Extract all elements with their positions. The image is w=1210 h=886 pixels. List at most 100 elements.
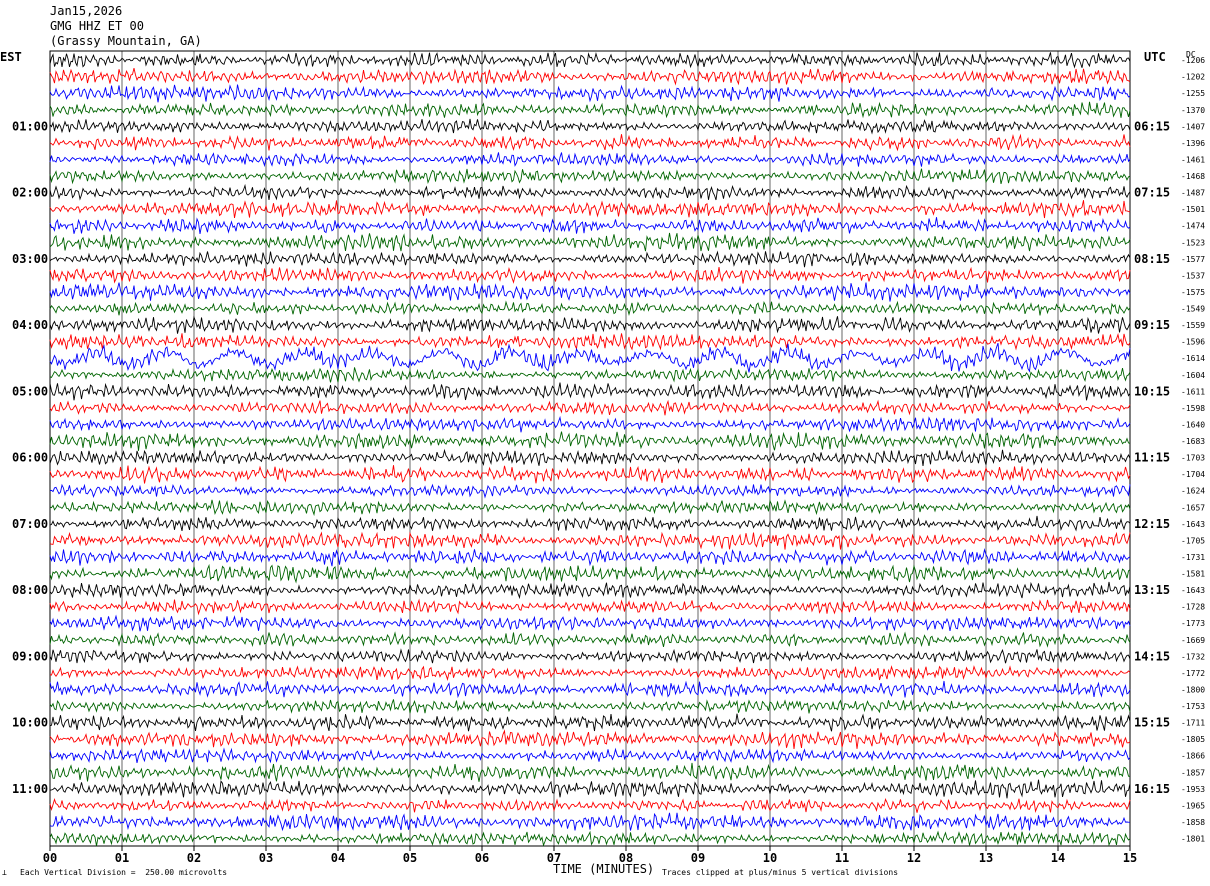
dc-offset-label: -1614 <box>1181 354 1205 363</box>
plot-frame <box>49 50 1131 847</box>
seismic-trace <box>49 797 1131 814</box>
dc-offset-label: -1965 <box>1181 801 1205 810</box>
seismic-trace <box>49 200 1131 219</box>
dc-offset-label: -1732 <box>1181 652 1205 661</box>
seismic-trace <box>49 118 1131 135</box>
seismic-trace <box>49 367 1131 383</box>
x-tick-label: 04 <box>331 851 345 865</box>
seismic-trace <box>49 680 1131 699</box>
est-hour-label: 10:00 <box>12 716 48 730</box>
x-tick-label: 00 <box>43 851 57 865</box>
dc-offset-label: -1728 <box>1181 603 1205 612</box>
date-label: Jan15,2026 <box>50 4 123 18</box>
seismic-trace <box>49 499 1131 517</box>
seismic-trace <box>49 282 1131 302</box>
dc-offset-label: -1711 <box>1181 719 1205 728</box>
seismic-trace <box>49 151 1131 168</box>
seismic-trace <box>49 399 1131 416</box>
dc-offset-label: -1731 <box>1181 553 1205 562</box>
seismic-trace <box>49 713 1131 732</box>
seismic-trace <box>49 382 1131 401</box>
seismic-trace <box>49 232 1131 252</box>
dc-offset-label: -1640 <box>1181 420 1205 429</box>
seismic-trace <box>49 415 1131 433</box>
dc-offset-label: -1805 <box>1181 735 1205 744</box>
seismic-trace <box>49 315 1131 334</box>
seismic-trace <box>49 84 1131 103</box>
x-tick-label: 13 <box>979 851 993 865</box>
station-label: GMG HHZ ET 00 <box>50 19 144 33</box>
est-hour-label: 06:00 <box>12 451 48 465</box>
seismic-trace <box>49 548 1131 567</box>
dc-offset-label: -1657 <box>1181 503 1205 512</box>
dc-offset-label: -1953 <box>1181 785 1205 794</box>
seismic-trace <box>49 168 1131 185</box>
dc-offset-label: -1801 <box>1181 835 1205 844</box>
dc-offset-label: -1643 <box>1181 586 1205 595</box>
x-tick-label: 10 <box>763 851 777 865</box>
dc-offset-label: -1683 <box>1181 437 1205 446</box>
dc-offset-label: -1407 <box>1181 122 1205 131</box>
seismic-trace <box>49 581 1131 600</box>
utc-hour-label: 11:15 <box>1134 451 1170 465</box>
dc-offset-label: -1468 <box>1181 172 1205 181</box>
seismic-trace <box>49 217 1131 234</box>
est-hour-label: 02:00 <box>12 186 48 200</box>
utc-axis-title: UTC <box>1144 50 1166 64</box>
seismic-trace <box>49 648 1131 664</box>
dc-offset-label: -1581 <box>1181 570 1205 579</box>
dc-offset-label: -1604 <box>1181 371 1205 380</box>
dc-offset-label: -1461 <box>1181 155 1205 164</box>
x-tick-label: 15 <box>1123 851 1137 865</box>
dc-offset-label: -1577 <box>1181 255 1205 264</box>
utc-hour-label: 16:15 <box>1134 782 1170 796</box>
division-note: Each Vertical Division = 250.00 microvol… <box>20 868 228 877</box>
seismic-trace <box>49 250 1131 268</box>
x-tick-label: 03 <box>259 851 273 865</box>
dc-offset-label: -1523 <box>1181 238 1205 247</box>
x-tick-label: 06 <box>475 851 489 865</box>
dc-axis-title: DC <box>1186 50 1196 59</box>
seismic-trace <box>49 631 1131 648</box>
seismic-trace <box>49 431 1131 451</box>
dc-offset-label: -1598 <box>1181 404 1205 413</box>
dc-offset-label: -1596 <box>1181 338 1205 347</box>
seismic-trace <box>49 515 1131 532</box>
dc-offset-label: -1202 <box>1181 73 1205 82</box>
dc-offset-label: -1487 <box>1181 189 1205 198</box>
seismic-trace <box>49 563 1131 584</box>
dc-offset-label: -1705 <box>1181 536 1205 545</box>
dc-offset-label: -1800 <box>1181 685 1205 694</box>
utc-hour-label: 15:15 <box>1134 716 1170 730</box>
dc-offset-label: -1206 <box>1181 56 1205 65</box>
dc-offset-label: -1537 <box>1181 271 1205 280</box>
dc-offset-label: -1866 <box>1181 752 1205 761</box>
utc-hour-label: 14:15 <box>1134 649 1170 663</box>
dc-offset-label: -1501 <box>1181 205 1205 214</box>
est-hour-label: 07:00 <box>12 517 48 531</box>
utc-hour-label: 08:15 <box>1134 252 1170 266</box>
x-tick-label: 12 <box>907 851 921 865</box>
seismic-trace <box>49 300 1131 317</box>
seismic-trace <box>49 699 1131 714</box>
dc-offset-label: -1559 <box>1181 321 1205 330</box>
utc-hour-label: 06:15 <box>1134 119 1170 133</box>
dc-offset-label: -1669 <box>1181 636 1205 645</box>
x-axis-label: TIME (MINUTES) <box>553 862 655 876</box>
est-hour-label: 05:00 <box>12 384 48 398</box>
seismic-trace <box>49 266 1131 284</box>
x-tick-label: 08 <box>619 851 633 865</box>
utc-hour-label: 09:15 <box>1134 318 1170 332</box>
est-axis-title: EST <box>0 50 22 64</box>
dc-offset-label: -1643 <box>1181 520 1205 529</box>
dc-offset-label: -1396 <box>1181 139 1205 148</box>
dc-offset-label: -1255 <box>1181 89 1205 98</box>
dc-offset-label: -1704 <box>1181 470 1205 479</box>
dc-offset-label: -1624 <box>1181 487 1205 496</box>
x-tick-label: 05 <box>403 851 417 865</box>
x-tick-label: 01 <box>115 851 129 865</box>
est-hour-label: 09:00 <box>12 649 48 663</box>
seismic-trace <box>49 747 1131 764</box>
seismic-trace <box>49 133 1131 152</box>
